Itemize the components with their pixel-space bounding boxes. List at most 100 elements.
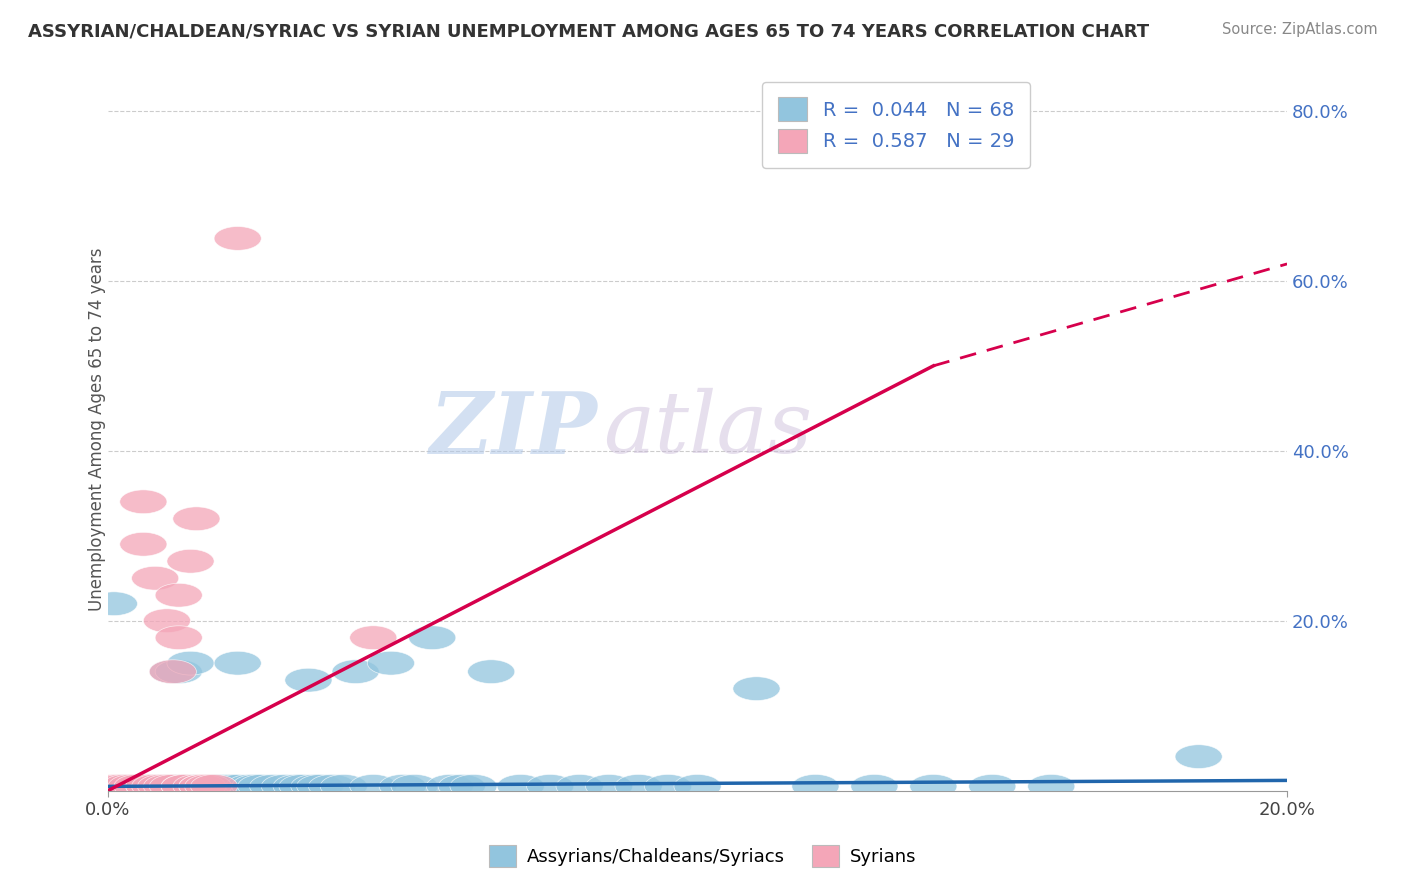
Ellipse shape <box>232 774 278 798</box>
Ellipse shape <box>167 651 214 675</box>
Ellipse shape <box>468 660 515 683</box>
Ellipse shape <box>120 533 167 556</box>
Ellipse shape <box>214 774 262 798</box>
Ellipse shape <box>120 774 167 798</box>
Ellipse shape <box>149 774 197 798</box>
Y-axis label: Unemployment Among Ages 65 to 74 years: Unemployment Among Ages 65 to 74 years <box>89 248 105 611</box>
Ellipse shape <box>426 774 474 798</box>
Ellipse shape <box>910 774 957 798</box>
Ellipse shape <box>103 774 149 798</box>
Ellipse shape <box>114 774 162 798</box>
Ellipse shape <box>108 774 155 798</box>
Text: atlas: atlas <box>603 388 813 471</box>
Ellipse shape <box>173 774 219 798</box>
Ellipse shape <box>291 774 337 798</box>
Ellipse shape <box>262 774 308 798</box>
Ellipse shape <box>308 774 356 798</box>
Ellipse shape <box>162 774 208 798</box>
Ellipse shape <box>184 774 232 798</box>
Ellipse shape <box>197 774 243 798</box>
Ellipse shape <box>191 774 238 798</box>
Ellipse shape <box>409 626 456 649</box>
Ellipse shape <box>350 774 396 798</box>
Ellipse shape <box>673 774 721 798</box>
Ellipse shape <box>439 774 485 798</box>
Ellipse shape <box>173 507 219 531</box>
Ellipse shape <box>132 774 179 798</box>
Ellipse shape <box>226 774 273 798</box>
Ellipse shape <box>238 774 285 798</box>
Ellipse shape <box>208 774 256 798</box>
Ellipse shape <box>792 774 839 798</box>
Ellipse shape <box>173 774 219 798</box>
Ellipse shape <box>143 774 191 798</box>
Ellipse shape <box>90 774 138 798</box>
Ellipse shape <box>162 774 208 798</box>
Ellipse shape <box>149 774 197 798</box>
Ellipse shape <box>297 774 344 798</box>
Ellipse shape <box>321 774 367 798</box>
Ellipse shape <box>125 774 173 798</box>
Ellipse shape <box>527 774 574 798</box>
Ellipse shape <box>103 774 149 798</box>
Ellipse shape <box>90 591 138 615</box>
Ellipse shape <box>273 774 321 798</box>
Ellipse shape <box>120 490 167 514</box>
Ellipse shape <box>202 774 249 798</box>
Ellipse shape <box>155 660 202 683</box>
Ellipse shape <box>851 774 898 798</box>
Ellipse shape <box>143 774 191 798</box>
Ellipse shape <box>125 774 173 798</box>
Ellipse shape <box>332 660 380 683</box>
Ellipse shape <box>450 774 498 798</box>
Ellipse shape <box>350 626 396 649</box>
Ellipse shape <box>138 774 184 798</box>
Ellipse shape <box>108 774 155 798</box>
Ellipse shape <box>969 774 1017 798</box>
Ellipse shape <box>132 566 179 591</box>
Ellipse shape <box>167 549 214 574</box>
Ellipse shape <box>114 774 162 798</box>
Ellipse shape <box>179 774 226 798</box>
Ellipse shape <box>585 774 633 798</box>
Ellipse shape <box>167 774 214 798</box>
Ellipse shape <box>278 774 326 798</box>
Ellipse shape <box>1028 774 1074 798</box>
Ellipse shape <box>380 774 426 798</box>
Ellipse shape <box>367 651 415 675</box>
Ellipse shape <box>149 660 197 683</box>
Text: ASSYRIAN/CHALDEAN/SYRIAC VS SYRIAN UNEMPLOYMENT AMONG AGES 65 TO 74 YEARS CORREL: ASSYRIAN/CHALDEAN/SYRIAC VS SYRIAN UNEMP… <box>28 22 1149 40</box>
Ellipse shape <box>391 774 439 798</box>
Ellipse shape <box>184 774 232 798</box>
Ellipse shape <box>285 668 332 692</box>
Ellipse shape <box>125 774 173 798</box>
Ellipse shape <box>138 774 184 798</box>
Ellipse shape <box>155 774 202 798</box>
Ellipse shape <box>143 774 191 798</box>
Ellipse shape <box>733 677 780 700</box>
Ellipse shape <box>138 774 184 798</box>
Ellipse shape <box>132 774 179 798</box>
Ellipse shape <box>120 774 167 798</box>
Ellipse shape <box>125 774 173 798</box>
Ellipse shape <box>555 774 603 798</box>
Ellipse shape <box>162 774 208 798</box>
Ellipse shape <box>143 609 191 632</box>
Ellipse shape <box>114 774 162 798</box>
Ellipse shape <box>155 626 202 649</box>
Ellipse shape <box>1175 745 1222 769</box>
Ellipse shape <box>214 651 262 675</box>
Text: Source: ZipAtlas.com: Source: ZipAtlas.com <box>1222 22 1378 37</box>
Ellipse shape <box>498 774 544 798</box>
Ellipse shape <box>214 227 262 251</box>
Ellipse shape <box>644 774 692 798</box>
Ellipse shape <box>191 774 238 798</box>
Legend: R =  0.044   N = 68, R =  0.587   N = 29: R = 0.044 N = 68, R = 0.587 N = 29 <box>762 82 1029 169</box>
Ellipse shape <box>96 774 143 798</box>
Ellipse shape <box>249 774 297 798</box>
Ellipse shape <box>614 774 662 798</box>
Ellipse shape <box>132 774 179 798</box>
Ellipse shape <box>179 774 226 798</box>
Legend: Assyrians/Chaldeans/Syriacs, Syrians: Assyrians/Chaldeans/Syriacs, Syrians <box>482 838 924 874</box>
Ellipse shape <box>155 583 202 607</box>
